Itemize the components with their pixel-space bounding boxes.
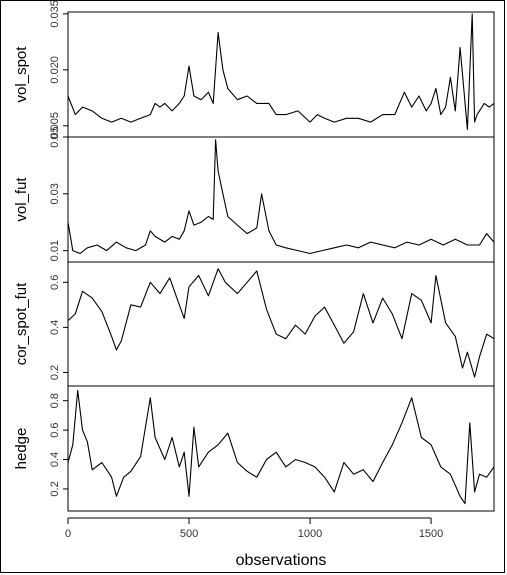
hedge-y-tick-label: 0.4 bbox=[49, 452, 61, 467]
cor_spot_fut-axis-label: cor_spot_fut bbox=[13, 282, 30, 365]
hedge-axis-label: hedge bbox=[13, 428, 30, 470]
x-tick-label: 1500 bbox=[419, 528, 443, 540]
cor_spot_fut-y-tick-label: 0.2 bbox=[49, 365, 61, 380]
cor_spot_fut-y-tick-label: 0.6 bbox=[49, 275, 61, 290]
vol_fut-series-line bbox=[67, 139, 495, 255]
vol_spot-axis-label: vol_spot bbox=[13, 46, 30, 103]
hedge-y-tick-label: 0.6 bbox=[49, 422, 61, 437]
vol_fut-y-tick-label: 0.03 bbox=[49, 183, 61, 204]
x-tick-label: 1000 bbox=[298, 528, 322, 540]
vol_fut-y-tick-label: 0.01 bbox=[49, 240, 61, 261]
vol_spot-y-tick-label: 0.020 bbox=[49, 56, 61, 84]
cor_spot_fut-y-tick-label: 0.4 bbox=[49, 320, 61, 335]
vol_spot-y-tick-label: 0.035 bbox=[49, 0, 61, 28]
hedge-series-line bbox=[67, 389, 495, 505]
x-tick-label: 0 bbox=[65, 528, 71, 540]
hedge-y-tick-label: 0.8 bbox=[49, 393, 61, 408]
cor_spot_fut-series-line bbox=[67, 268, 495, 378]
vol_spot-series-line bbox=[67, 13, 495, 131]
vol_spot-y-tick-label: 0.005 bbox=[49, 112, 61, 140]
vol_fut-axis-label: vol_fut bbox=[13, 177, 30, 222]
x-tick-label: 500 bbox=[180, 528, 198, 540]
x-axis-label: observations bbox=[236, 552, 327, 569]
vol_fut-y-tick-label: 0.05 bbox=[49, 126, 61, 147]
hedge-y-tick-label: 0.2 bbox=[49, 481, 61, 496]
